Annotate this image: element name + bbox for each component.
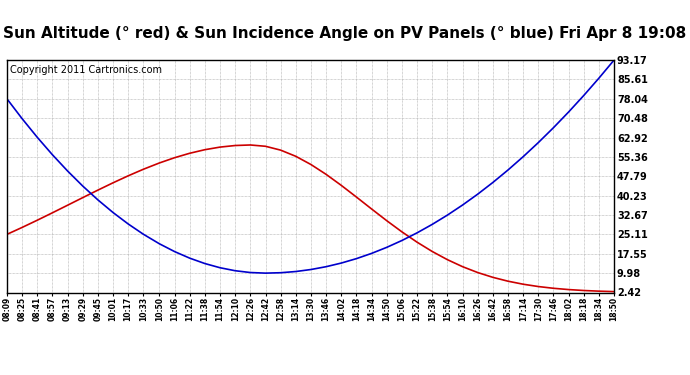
Text: Copyright 2011 Cartronics.com: Copyright 2011 Cartronics.com (10, 64, 162, 75)
Text: Sun Altitude (° red) & Sun Incidence Angle on PV Panels (° blue) Fri Apr 8 19:08: Sun Altitude (° red) & Sun Incidence Ang… (3, 26, 687, 41)
